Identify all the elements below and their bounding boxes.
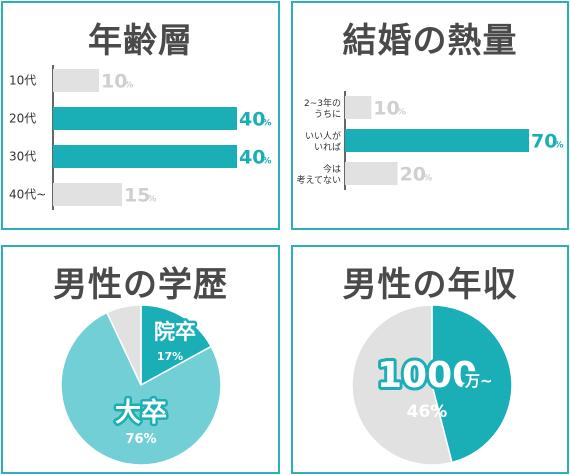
- slice-pct-university: 76%: [125, 432, 156, 447]
- marriage-title: 結婚の熱量: [342, 21, 518, 61]
- pie-slice: [105, 304, 142, 386]
- education-panel: 男性の学歴 院卒 院卒 17% 大卒 大卒 76%: [1, 245, 280, 474]
- bar: [53, 69, 99, 92]
- category-label: 今は: [323, 163, 341, 175]
- income-panel: 男性の年収 1000 1000 万~ 万~ 46%: [291, 245, 569, 474]
- bar: [345, 96, 372, 119]
- value-label: 15: [124, 184, 150, 206]
- slice-label-university-outline: 大卒: [115, 397, 167, 428]
- category-label: 10代: [9, 74, 36, 88]
- unit-label: %: [397, 107, 406, 117]
- unit-label: %: [555, 140, 564, 150]
- value-label: 70: [531, 130, 557, 152]
- value-label: 10: [373, 97, 399, 119]
- bar: [53, 145, 237, 168]
- value-label: 40: [239, 108, 265, 130]
- pie-slice: [351, 304, 453, 466]
- category-label: いい人が: [305, 130, 341, 142]
- unit-label: %: [125, 80, 134, 90]
- unit-label: %: [423, 173, 432, 183]
- education-title: 男性の学歴: [53, 265, 228, 305]
- income-center-pct: 46%: [407, 402, 448, 422]
- slice-pct-grad-school: 17%: [157, 350, 183, 363]
- income-center-value-outline: 1000: [377, 355, 477, 396]
- income-title: 男性の年収: [342, 265, 518, 305]
- slice-label-grad-school: 院卒: [154, 320, 196, 344]
- pie-slice: [431, 304, 513, 464]
- unit-label: %: [263, 118, 272, 128]
- category-label: うちに: [314, 109, 341, 120]
- bar: [345, 162, 398, 185]
- age-title: 年齢層: [88, 21, 193, 61]
- pie-slice: [140, 304, 213, 387]
- value-label: 40: [239, 146, 265, 168]
- income-center-value: 1000: [377, 355, 477, 396]
- unit-label: %: [148, 194, 157, 204]
- category-label: 考えてない: [296, 175, 341, 186]
- category-label: 20代: [9, 112, 36, 126]
- bar: [345, 129, 529, 152]
- category-label: 2~3年の: [304, 97, 341, 109]
- unit-label: %: [263, 156, 272, 166]
- category-label: いれば: [314, 142, 341, 153]
- income-center-unit-outline: 万~: [464, 372, 493, 390]
- slice-label-university: 大卒: [115, 397, 167, 428]
- bar: [53, 183, 122, 206]
- income-center-unit: 万~: [464, 372, 493, 390]
- category-label: 30代: [9, 150, 36, 164]
- age-panel: 年齢層 10代 10% 20代 40% 30代 40% 40代~ 15%: [1, 1, 280, 230]
- category-label: 40代~: [9, 188, 46, 202]
- value-label: 20: [400, 163, 426, 185]
- value-label: 10: [101, 70, 127, 92]
- age-bar-chart: 10代 10% 20代 40% 30代 40% 40代~ 15%: [9, 65, 272, 210]
- pie-slice: [60, 311, 222, 466]
- bar: [53, 107, 237, 130]
- marriage-panel: 結婚の熱量 2~3年の うちに 10% いい人が いれば 70% 今は 考えてない 20%: [291, 1, 569, 230]
- slice-label-grad-school-outline: 院卒: [154, 320, 196, 344]
